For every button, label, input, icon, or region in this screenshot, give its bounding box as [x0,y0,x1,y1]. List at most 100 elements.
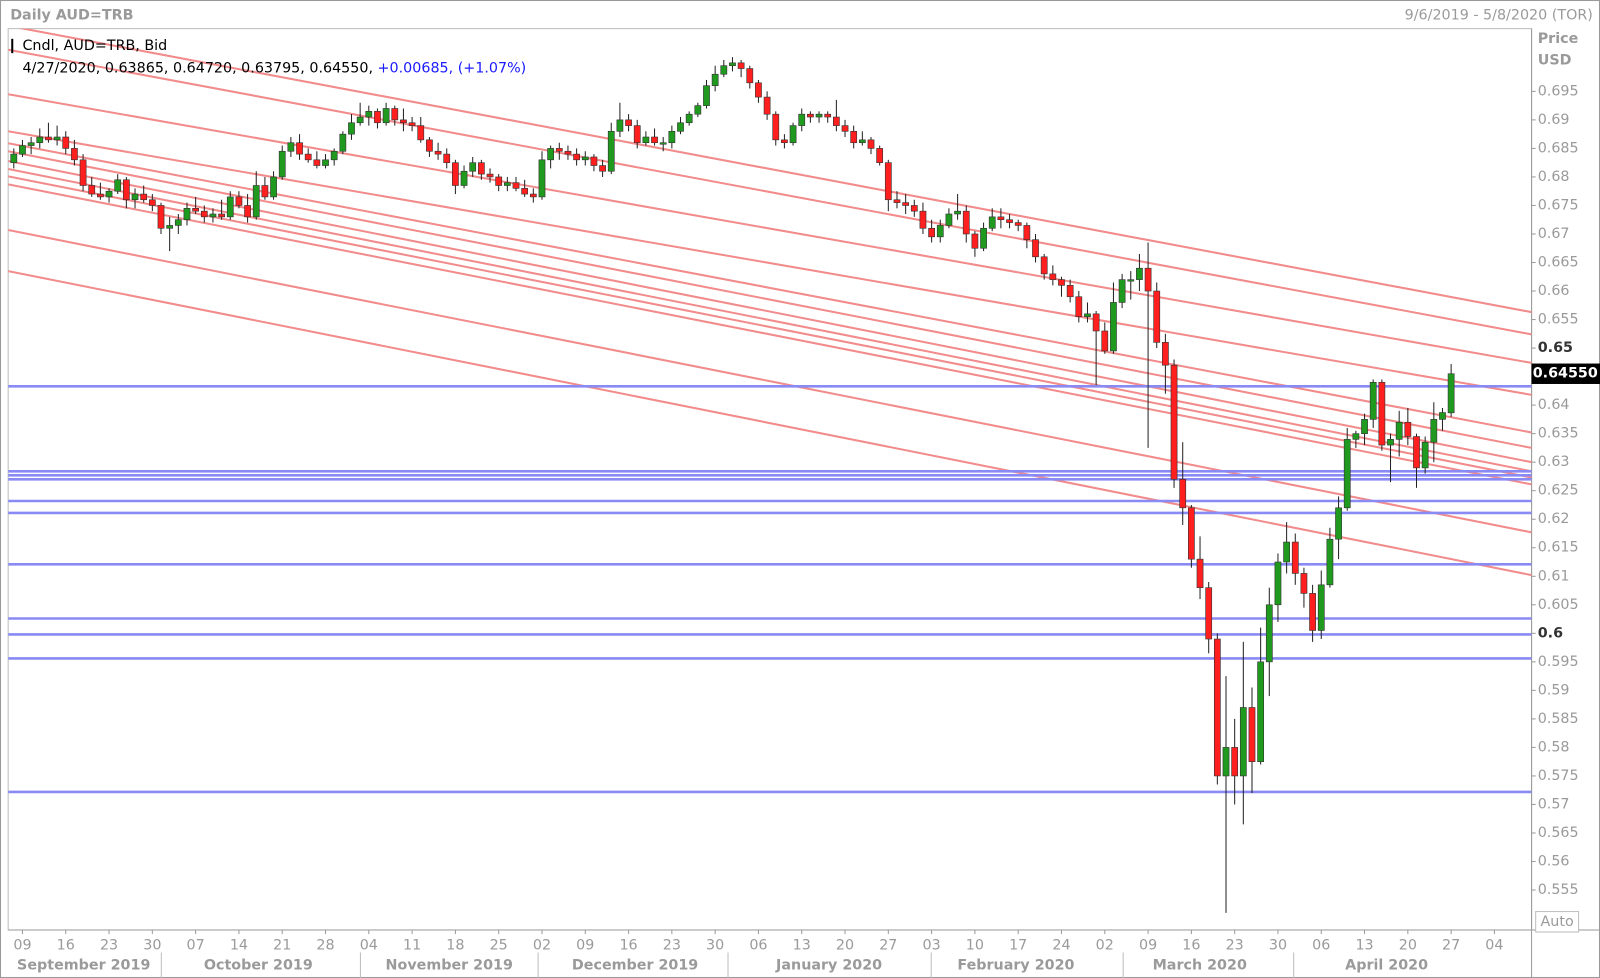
candle-body [590,156,598,166]
y-tick-label: 0.58 [1538,739,1570,755]
x-tick-label: 02 [1096,937,1114,953]
candle-body [997,216,1005,221]
candle-body [1447,373,1455,414]
candle-body [971,233,979,249]
candle-body [512,182,520,189]
candle-body [936,225,944,238]
auto-button[interactable] [1535,911,1580,933]
candle-body [555,148,563,152]
y-tick-label: 0.65 [1538,340,1573,356]
x-tick-label: 16 [1182,937,1200,953]
month-label: April 2020 [1345,958,1428,974]
chart-title: Daily AUD=TRB [10,7,133,23]
candle-body [547,148,555,161]
candle-body [469,162,477,172]
candle-body [71,148,78,161]
candle-body [720,65,728,75]
candle-body [45,136,52,141]
candle-body [755,82,762,98]
month-label: December 2019 [572,958,698,974]
candle-body [313,159,321,166]
candle-body [807,113,814,118]
candle-body [824,113,832,118]
x-tick-label: 20 [1399,937,1417,953]
candle-body [616,119,624,132]
x-tick-label: 20 [836,937,854,953]
candle-body [19,145,26,155]
candle-body [945,213,953,226]
candle-body [192,208,200,212]
candle-body [772,113,780,141]
candle-body [694,105,702,115]
candle-body [1343,439,1351,509]
candle-body [1239,707,1247,777]
candle-body [1118,279,1126,303]
trend-line [8,183,1532,486]
candle-body [486,173,494,178]
x-tick-label: 03 [923,937,941,953]
candle-body [1170,364,1178,480]
trend-line [17,28,1532,314]
candle-body [1317,584,1325,631]
candle-body [1335,507,1342,540]
y-tick-label: 0.57 [1538,796,1570,812]
candle-body [729,62,736,67]
x-tick-label: 09 [576,937,594,953]
candle-body [703,85,710,106]
trend-line [8,150,1532,449]
candle-body [374,111,381,124]
candle-body [1387,439,1394,446]
trend-line [8,93,1532,364]
candle-body [685,113,693,124]
candle-body [304,153,312,161]
candle-body [910,205,918,212]
x-tick-label: 10 [966,937,984,953]
candle-body [1309,593,1316,631]
x-tick-label: 04 [1485,937,1503,953]
candle-body [88,185,96,195]
y-tick-label: 0.6 [1538,625,1563,641]
x-tick-label: 09 [13,937,31,953]
candle-body [1136,267,1143,280]
candle-body [27,142,35,146]
x-tick-label: 17 [1009,937,1027,953]
legend-line: 4/27/2020, 0.63865, 0.64720, 0.63795, 0.… [22,60,526,76]
candle-body [781,139,788,144]
candle-body [1404,421,1412,437]
candle-body [841,125,849,132]
x-tick-label: 23 [1226,937,1244,953]
candle-body [763,96,771,115]
month-label: October 2019 [204,958,313,974]
x-tick-label: 18 [446,937,464,953]
candle-body [521,188,529,195]
candle-body [356,116,364,124]
candle-body [1283,541,1290,563]
y-tick-label: 0.665 [1538,255,1579,271]
candle-body [668,130,676,144]
candle-body [1040,256,1048,275]
candle-body [1291,541,1299,574]
candle-body [270,176,277,198]
y-tick-label: 0.67 [1538,226,1570,242]
candle-body [1213,638,1221,777]
candle-body [97,193,104,198]
candle-body [1179,478,1187,509]
x-tick-label: 27 [1442,937,1460,953]
trend-line [8,175,1532,479]
auto-label[interactable]: Auto [1541,914,1574,930]
trend-line [8,159,1532,464]
candle-body [737,62,745,69]
x-tick-label: 24 [1052,937,1070,953]
x-tick-label: 13 [793,937,811,953]
candle-body [1032,239,1039,258]
month-label: January 2020 [775,958,882,974]
candle-body [244,205,251,218]
candle-body [183,208,191,221]
month-label: September 2019 [17,958,150,974]
x-tick-label: 07 [187,937,205,953]
candle-body [1205,587,1213,640]
candle-body [1326,538,1334,586]
candle-body [599,165,606,172]
